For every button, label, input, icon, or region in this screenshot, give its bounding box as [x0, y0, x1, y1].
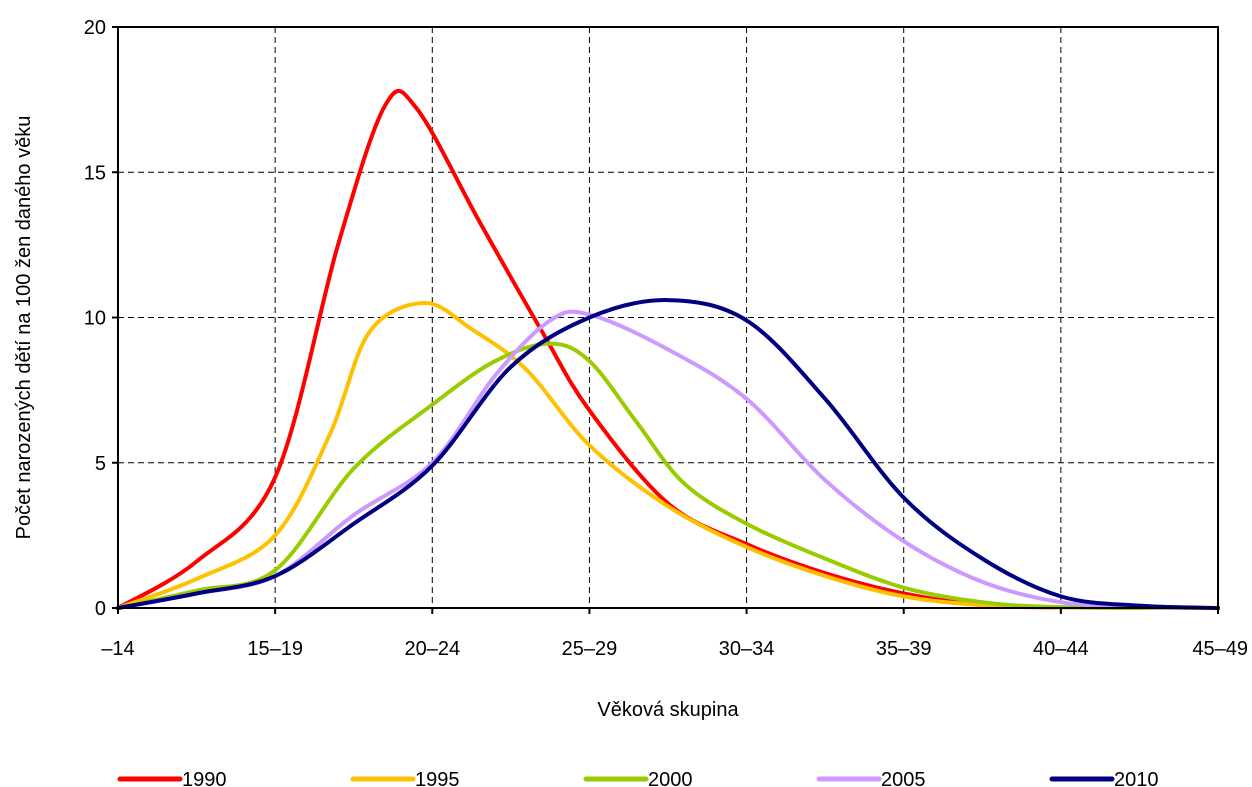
- series-line-1995: [116, 300, 1220, 610]
- x-tick-label: 35–39: [876, 638, 932, 660]
- x-tick-label: 20–24: [404, 638, 460, 660]
- x-tick-label: 25–29: [562, 638, 618, 660]
- series-line-2005: [116, 309, 1220, 610]
- x-tick-label: 15–19: [247, 638, 303, 660]
- legend-label-1990: 1990: [182, 769, 227, 787]
- x-axis-ticks: –14 15–19 20–24 25–29 30–34 35–39 40–44 45–49: [101, 608, 1248, 660]
- legend-label-2005: 2005: [881, 769, 926, 787]
- y-tick-label: 5: [95, 453, 106, 475]
- y-tick-label: 15: [84, 162, 106, 184]
- x-tick-label: 30–34: [719, 638, 775, 660]
- grid-lines: [118, 27, 1218, 608]
- legend: 1990 1995 2000 2005 2010: [117, 769, 1159, 787]
- x-tick-label: –14: [101, 638, 134, 660]
- x-tick-label: 40–44: [1033, 638, 1089, 660]
- series-lines: [116, 89, 1220, 610]
- series-line-2000: [116, 341, 1220, 610]
- legend-label-2010: 2010: [1114, 769, 1159, 787]
- legend-label-1995: 1995: [415, 769, 460, 787]
- series-line-2010: [116, 298, 1220, 610]
- y-tick-label: 20: [84, 17, 106, 39]
- y-tick-label: 10: [84, 308, 106, 330]
- legend-label-2000: 2000: [648, 769, 693, 787]
- x-axis-title: Věková skupina: [597, 699, 739, 721]
- y-axis-title: Počet narozených dětí na 100 žen daného …: [13, 116, 35, 540]
- y-tick-label: 0: [95, 598, 106, 620]
- y-axis-ticks: 0 5 10 15 20: [84, 17, 118, 620]
- x-tick-label: 45–49: [1192, 638, 1248, 660]
